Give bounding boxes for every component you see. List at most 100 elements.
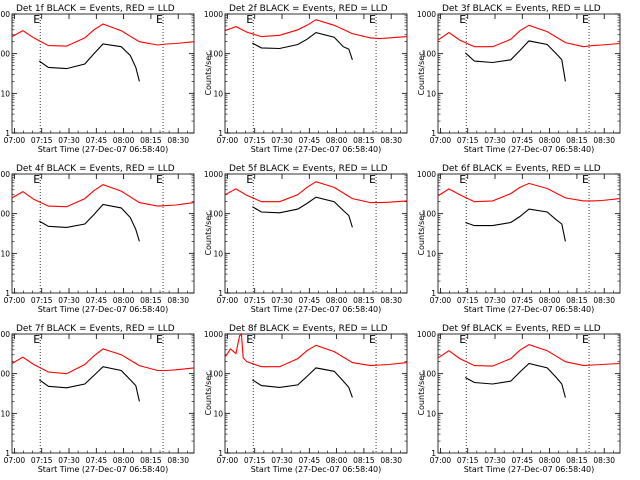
x-tick-label: 08:00 [113,456,135,465]
y-tick-label: 1 [431,289,436,298]
x-tick-label: 07:00 [217,296,239,305]
x-tick-label: 08:15 [353,456,375,465]
y-tick-label: 100 [209,370,224,379]
x-tick-label: 08:30 [380,456,402,465]
lld-series-line [11,23,195,47]
x-axis-title: Start Time (27-Dec-07 06:58:40) [251,145,382,154]
y-tick-label: 10 [426,249,436,258]
y-tick-label: 10 [0,249,10,258]
x-axis-title: Start Time (27-Dec-07 06:58:40) [464,145,595,154]
y-tick-label: 100 [0,210,10,219]
x-tick-label: 08:30 [593,136,615,145]
y-tick-label: 100 [422,50,437,59]
x-tick-label: 08:30 [167,136,189,145]
panel-title: Det 7f BLACK = Events, RED = LLD [16,324,175,334]
y-tick-label: 1000 [204,330,223,339]
events-series-line [465,362,566,398]
event-marker-label: E [582,173,589,186]
plot-frame [437,173,621,294]
x-tick-label: 07:45 [512,296,534,305]
chart-panel-4: Det 4f BLACK = Events, RED = LLD 1 10 100 10… [0,164,195,314]
x-tick-label: 08:15 [140,456,162,465]
y-tick-label: 10 [213,89,223,98]
events-series-line [38,43,140,82]
y-tick-label: 100 [209,50,224,59]
y-tick-label: 1000 [0,170,10,179]
y-tick-label: 1000 [417,170,436,179]
x-tick-label: 08:00 [113,296,135,305]
lld-series-line [224,332,408,368]
x-axis-title: Start Time (27-Dec-07 06:58:40) [251,305,382,314]
event-marker-label: E [246,173,253,186]
y-tick-label: 1000 [417,330,436,339]
x-tick-label: 08:00 [539,456,561,465]
x-axis-title: Start Time (27-Dec-07 06:58:40) [251,465,382,474]
event-marker-label: E [369,13,376,26]
panel-title: Det 2f BLACK = Events, RED = LLD [229,4,388,14]
y-tick-label: 10 [426,409,436,418]
x-tick-label: 07:00 [4,456,26,465]
lld-series-line [437,182,621,203]
y-tick-label: 10 [426,89,436,98]
chart-panel-1: Det 1f BLACK = Events, RED = LLD 1 10 100 10… [0,4,195,154]
x-tick-label: 07:45 [86,296,108,305]
event-marker-label: E [156,333,163,346]
y-tick-label: 1 [5,129,10,138]
lld-series-line [224,19,408,40]
x-tick-label: 08:15 [566,136,588,145]
x-tick-label: 07:30 [484,136,506,145]
y-axis-title: Counts/sec [417,51,426,95]
y-tick-label: 10 [213,249,223,258]
x-axis-title: Start Time (27-Dec-07 06:58:40) [38,465,169,474]
x-tick-label: 07:30 [58,456,80,465]
x-tick-label: 08:15 [353,136,375,145]
x-tick-label: 07:15 [457,456,479,465]
x-tick-label: 08:00 [539,136,561,145]
x-tick-label: 07:30 [484,456,506,465]
y-axis-title: Counts/sec [417,211,426,255]
x-tick-label: 08:30 [380,296,402,305]
x-tick-label: 08:30 [593,456,615,465]
panel-title: Det 4f BLACK = Events, RED = LLD [16,164,175,174]
x-tick-label: 07:45 [299,296,321,305]
chart-panel-2: Det 2f BLACK = Events, RED = LLD 1 10 100 10… [204,4,408,154]
x-tick-label: 07:15 [31,296,53,305]
x-tick-label: 07:30 [271,456,293,465]
y-tick-label: 1 [5,289,10,298]
x-tick-label: 08:00 [326,456,348,465]
y-tick-label: 100 [422,370,437,379]
y-tick-label: 1 [218,129,223,138]
x-tick-label: 08:15 [566,296,588,305]
event-marker-label: E [156,13,163,26]
plot-frame [224,333,408,454]
events-series-line [464,40,566,82]
x-tick-label: 08:00 [113,136,135,145]
event-marker-label: E [246,333,253,346]
y-axis-title: Counts/sec [204,51,213,95]
lld-series-line [437,343,621,367]
events-series-line [252,32,353,60]
y-tick-label: 1 [218,449,223,458]
plot-frame [224,173,408,294]
x-tick-label: 07:00 [430,456,452,465]
plot-frame [11,173,195,294]
x-tick-label: 07:45 [86,456,108,465]
x-tick-label: 07:45 [512,136,534,145]
x-tick-label: 07:30 [484,296,506,305]
lld-series-line [11,348,195,375]
plot-frame [11,333,195,454]
x-tick-label: 08:30 [167,296,189,305]
chart-panel-8: Det 8f BLACK = Events, RED = LLD 1 10 100 10… [204,324,408,474]
panel-title: Det 1f BLACK = Events, RED = LLD [16,4,175,14]
x-tick-label: 07:00 [4,296,26,305]
x-tick-label: 08:00 [539,296,561,305]
chart-panel-5: Det 5f BLACK = Events, RED = LLD 1 10 100 10… [204,164,408,314]
event-marker-label: E [33,173,40,186]
chart-panel-9: Det 9f BLACK = Events, RED = LLD 1 10 100 10… [417,324,621,474]
x-tick-label: 08:30 [593,296,615,305]
x-tick-label: 07:30 [58,296,80,305]
x-tick-label: 07:30 [271,136,293,145]
panel-title: Det 3f BLACK = Events, RED = LLD [442,4,601,14]
x-tick-label: 07:00 [430,296,452,305]
